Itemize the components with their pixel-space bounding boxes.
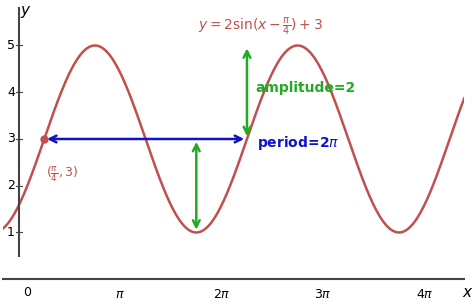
Text: 2: 2 xyxy=(7,179,15,192)
Text: y: y xyxy=(20,3,29,18)
Text: x: x xyxy=(463,285,472,300)
Text: 1: 1 xyxy=(7,226,15,239)
Text: 5: 5 xyxy=(7,39,15,52)
Text: 0: 0 xyxy=(23,286,31,299)
Text: $2\pi$: $2\pi$ xyxy=(213,288,230,301)
Text: period=2$\pi$: period=2$\pi$ xyxy=(256,134,339,152)
Text: 4: 4 xyxy=(7,86,15,99)
Text: $3\pi$: $3\pi$ xyxy=(314,288,332,301)
Text: $\pi$: $\pi$ xyxy=(116,288,125,301)
Text: 3: 3 xyxy=(7,132,15,145)
Text: $4\pi$: $4\pi$ xyxy=(416,288,433,301)
Text: $y = 2\sin(x - \frac{\pi}{4}) + 3$: $y = 2\sin(x - \frac{\pi}{4}) + 3$ xyxy=(199,15,323,37)
Text: amplitude=2: amplitude=2 xyxy=(255,81,356,95)
Text: $(\frac{\pi}{4}, 3)$: $(\frac{\pi}{4}, 3)$ xyxy=(46,165,78,184)
